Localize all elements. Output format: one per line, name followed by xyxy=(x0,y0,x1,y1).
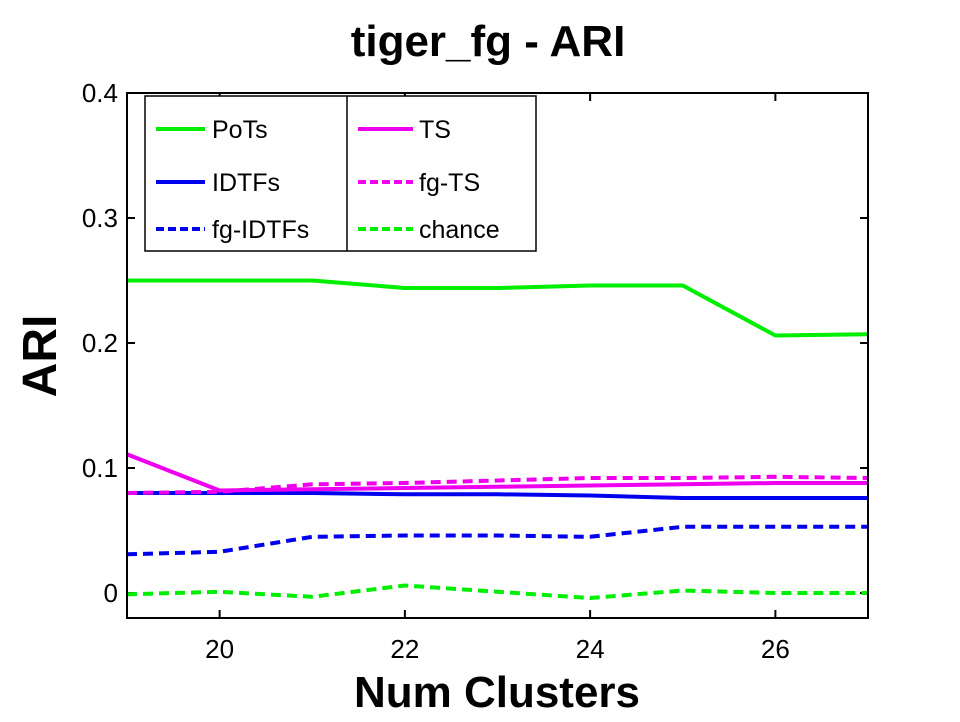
y-tick-label: 0 xyxy=(104,578,118,608)
y-tick-label: 0.4 xyxy=(82,78,118,108)
x-tick-label: 20 xyxy=(205,634,234,664)
x-tick-label: 24 xyxy=(576,634,605,664)
y-axis-label: ARI xyxy=(14,315,67,398)
x-tick-label: 22 xyxy=(390,634,419,664)
legend-label-idtfs: IDTFs xyxy=(212,169,280,197)
y-tick-label: 0.1 xyxy=(82,453,118,483)
axis-ticks: 20 22 24 26 0 0.1 0.2 0.3 0.4 xyxy=(82,78,868,664)
series-line-fg-ts xyxy=(126,474,869,495)
chart-title: tiger_fg - ARI xyxy=(351,17,626,66)
series-line-chance xyxy=(126,583,868,600)
legend-label-fg-idtfs: fg-IDTFs xyxy=(212,216,309,244)
y-tick-label: 0.2 xyxy=(82,328,118,358)
legend-label-fg-ts: fg-TS xyxy=(419,169,480,197)
legend: PoTs IDTFs fg-IDTFs TS fg-TS chance xyxy=(144,95,537,252)
x-tick-label: 26 xyxy=(761,634,790,664)
plot-frame xyxy=(126,92,869,619)
series-line-idtfs xyxy=(127,491,868,500)
series-lines xyxy=(126,278,869,600)
legend-label-pots: PoTs xyxy=(212,116,268,144)
series-line-ts xyxy=(126,452,868,493)
series-line-pots xyxy=(127,278,869,338)
y-tick-label: 0.3 xyxy=(82,203,118,233)
legend-label-ts: TS xyxy=(419,116,451,144)
legend-label-chance: chance xyxy=(419,216,500,244)
x-axis-label: Num Clusters xyxy=(354,668,640,717)
legend-box xyxy=(144,95,537,252)
series-line-fg-idtfs xyxy=(126,524,868,557)
